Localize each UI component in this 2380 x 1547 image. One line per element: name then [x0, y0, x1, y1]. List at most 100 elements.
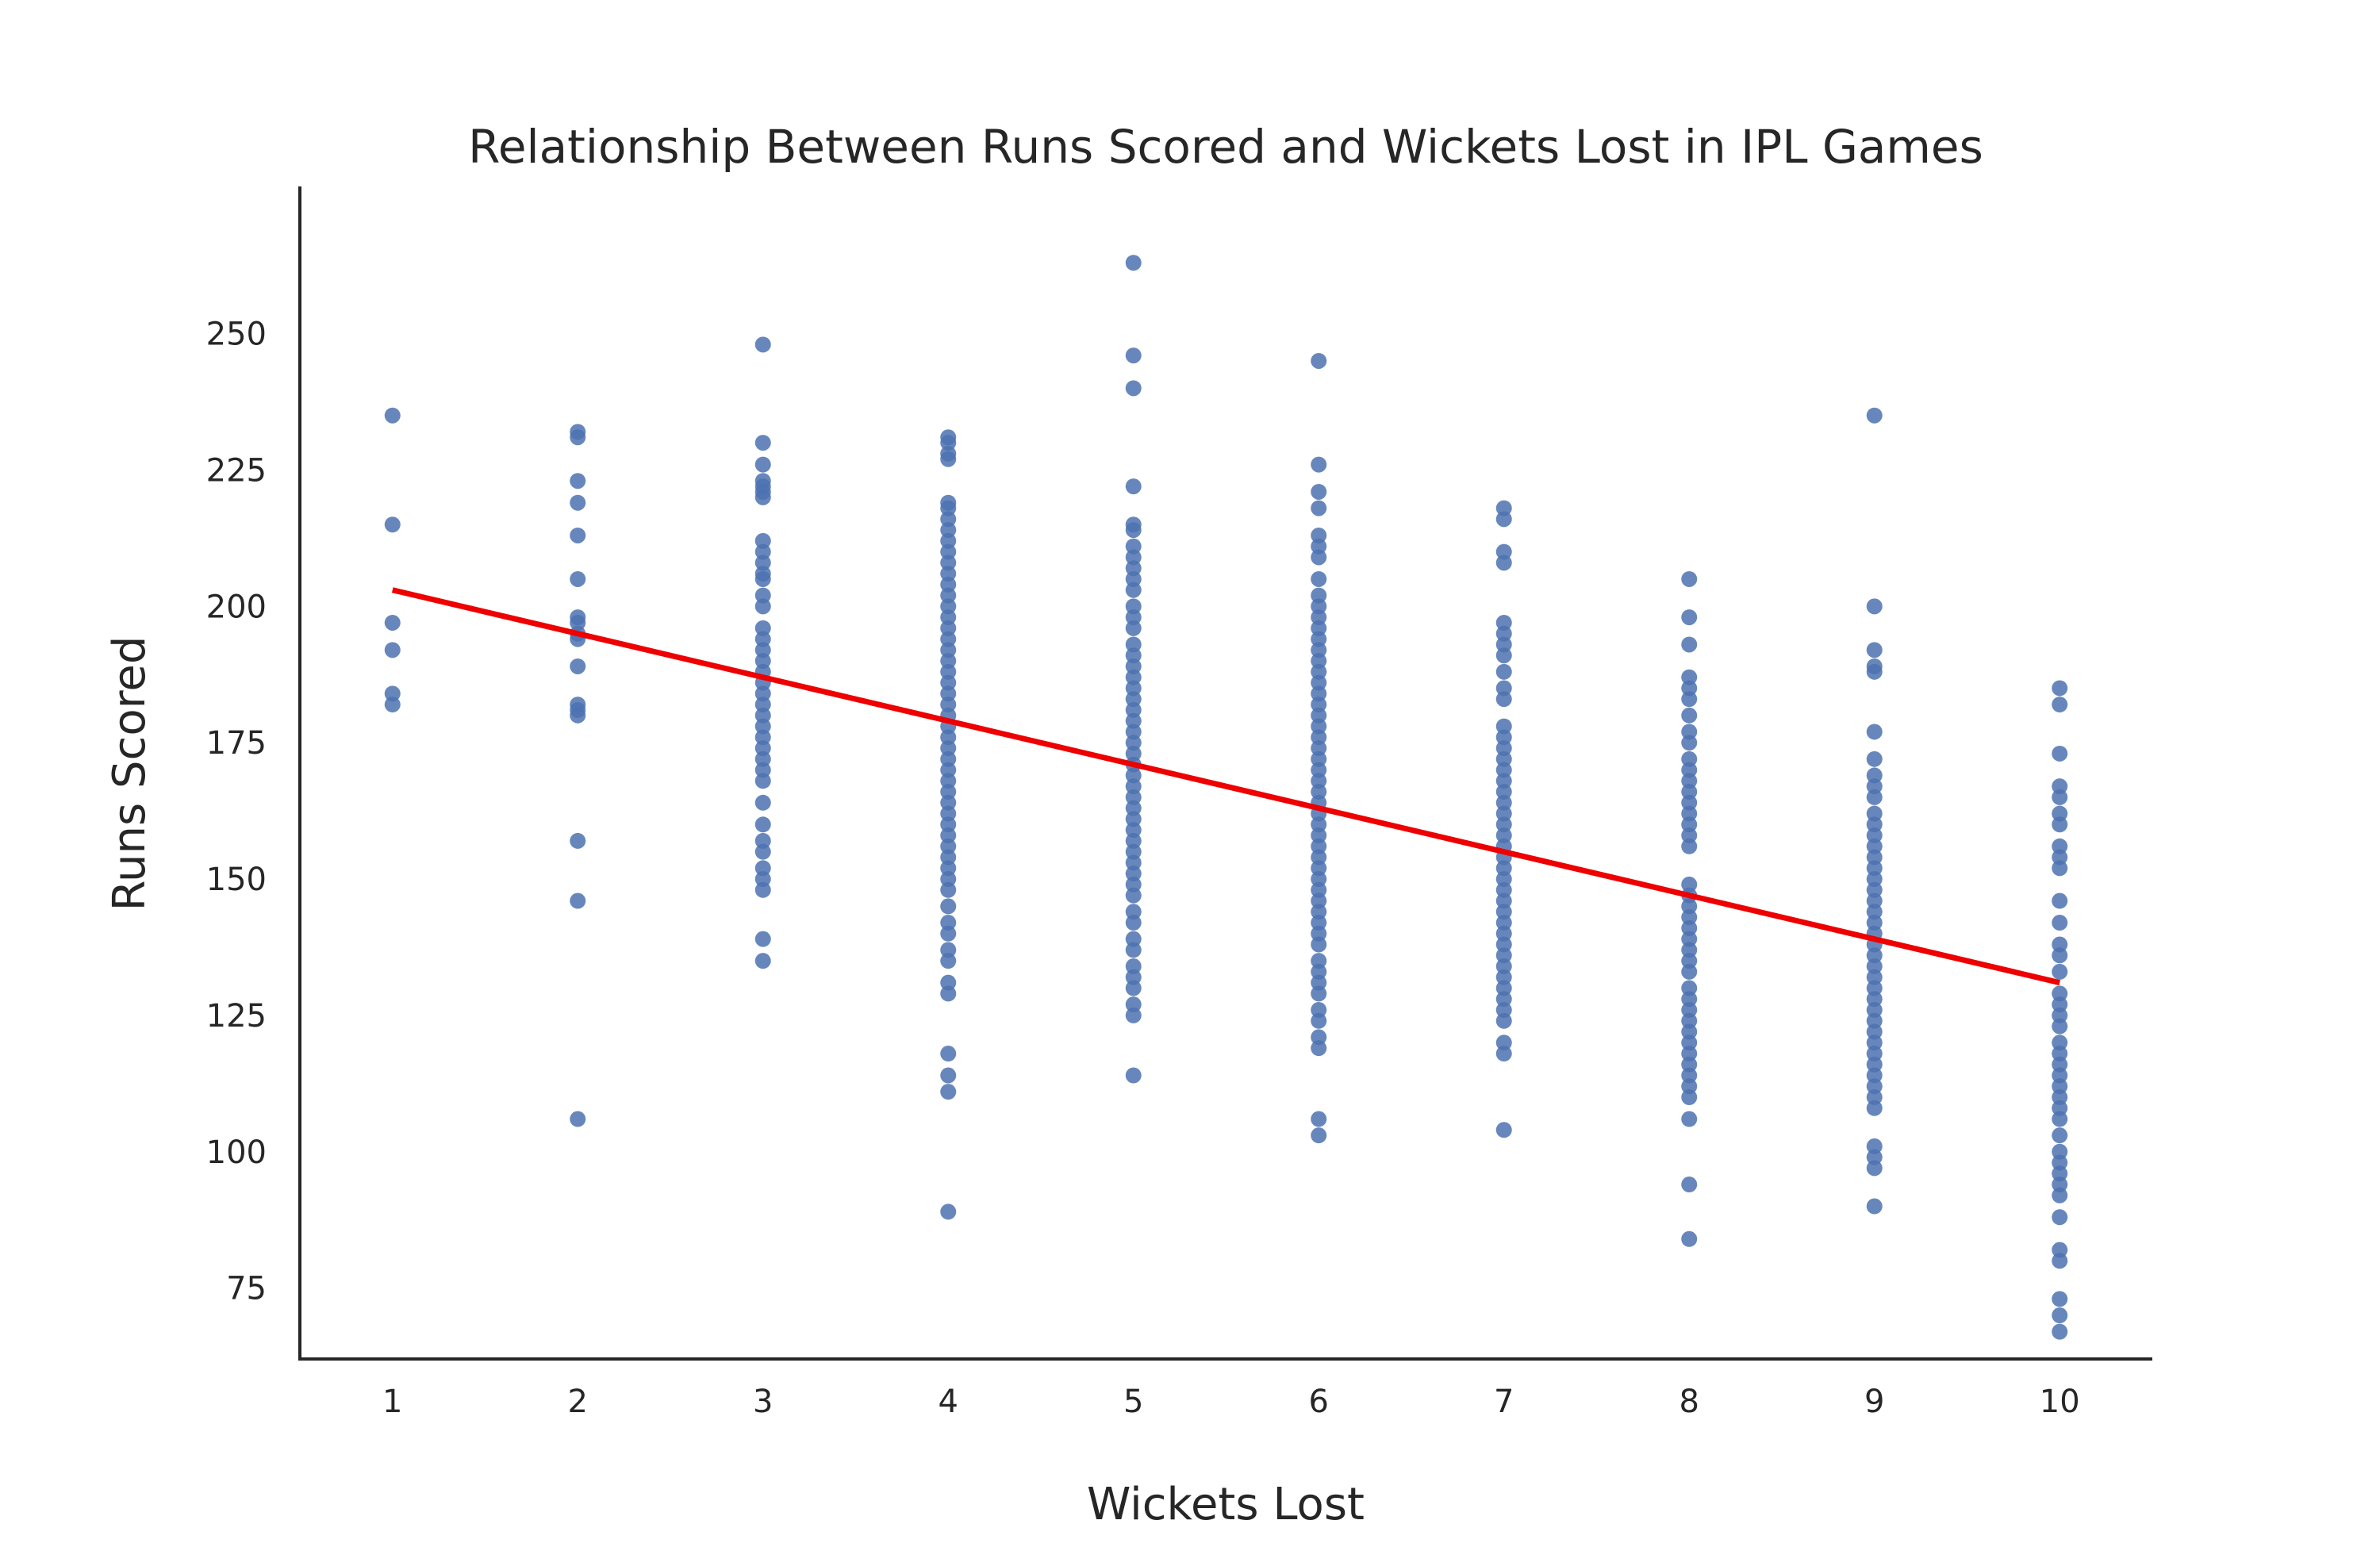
data-point	[2052, 838, 2068, 854]
data-point	[1311, 953, 1327, 969]
data-point	[1311, 963, 1327, 980]
data-point	[754, 642, 771, 658]
data-point	[1866, 663, 1883, 680]
data-point	[1866, 816, 1883, 833]
data-point	[940, 762, 957, 778]
data-point	[1311, 1012, 1327, 1029]
data-point	[1125, 255, 1142, 271]
data-point	[1311, 707, 1327, 724]
data-point	[1681, 636, 1698, 653]
data-point	[1311, 838, 1327, 854]
data-point	[384, 685, 401, 702]
data-point	[754, 718, 771, 735]
data-point	[754, 816, 771, 833]
data-point	[570, 570, 586, 587]
data-point	[1495, 555, 1512, 571]
data-point	[2052, 947, 2068, 964]
data-point	[1125, 958, 1142, 975]
data-point	[570, 1111, 586, 1127]
data-point	[2052, 1046, 2068, 1062]
data-point	[1495, 729, 1512, 746]
data-point	[1495, 892, 1512, 909]
data-point	[2052, 985, 2068, 1002]
data-point	[1125, 609, 1142, 626]
data-point	[384, 407, 401, 424]
data-point	[1125, 778, 1142, 795]
data-point	[1866, 724, 1883, 740]
data-point	[1495, 1035, 1512, 1051]
data-point	[384, 614, 401, 631]
data-point	[1866, 871, 1883, 888]
data-point	[1125, 767, 1142, 784]
data-point	[1681, 931, 1698, 947]
x-tick-labels: 1 2 3 4 5 6 7 8 9 10	[382, 1384, 2080, 1420]
data-point	[1495, 614, 1512, 631]
data-point	[1495, 663, 1512, 680]
x-tick-label: 10	[2040, 1384, 2080, 1420]
data-point	[1866, 1100, 1883, 1116]
data-point	[1495, 991, 1512, 1008]
data-point	[1125, 522, 1142, 539]
data-point	[940, 674, 957, 691]
data-point	[1495, 958, 1512, 975]
data-point	[1311, 816, 1327, 833]
data-point	[2052, 816, 2068, 833]
data-point	[1866, 947, 1883, 964]
data-point	[940, 915, 957, 931]
data-point	[1125, 582, 1142, 598]
data-point	[754, 843, 771, 860]
x-axis-title: Wickets Lost	[1087, 1479, 1365, 1530]
data-point	[1125, 691, 1142, 708]
data-point	[940, 794, 957, 811]
data-point	[1866, 1067, 1883, 1084]
data-point	[1681, 1012, 1698, 1029]
data-point	[1495, 816, 1512, 833]
data-point	[1681, 1056, 1698, 1073]
data-point	[1311, 1040, 1327, 1057]
data-point	[1125, 745, 1142, 762]
data-point	[940, 697, 957, 713]
data-point	[1681, 980, 1698, 996]
data-point	[570, 892, 586, 909]
data-point	[2052, 892, 2068, 909]
data-point	[940, 881, 957, 898]
data-point	[1495, 740, 1512, 757]
data-point	[1495, 750, 1512, 767]
data-point	[1125, 931, 1142, 947]
data-point	[1495, 784, 1512, 800]
data-point	[2052, 1127, 2068, 1144]
data-point	[940, 729, 957, 746]
data-point	[1311, 456, 1327, 473]
data-point	[1125, 1007, 1142, 1023]
data-point	[2052, 1143, 2068, 1160]
data-point	[754, 489, 771, 505]
data-point	[1125, 843, 1142, 860]
data-point	[1125, 538, 1142, 555]
data-point	[1311, 881, 1327, 898]
data-point	[1311, 663, 1327, 680]
data-point	[1681, 773, 1698, 789]
data-point	[1681, 1023, 1698, 1040]
data-point	[754, 881, 771, 898]
data-point	[1311, 773, 1327, 789]
data-point	[1866, 750, 1883, 767]
data-point	[1866, 1046, 1883, 1062]
data-point	[1311, 750, 1327, 767]
data-point	[754, 750, 771, 767]
y-tick-label: 200	[206, 589, 267, 625]
data-point	[940, 849, 957, 866]
data-point	[1311, 642, 1327, 658]
data-point	[1311, 915, 1327, 931]
data-point	[1866, 789, 1883, 805]
data-point	[754, 620, 771, 636]
data-point	[1311, 849, 1327, 866]
data-point	[1866, 958, 1883, 975]
data-point	[1495, 1002, 1512, 1019]
data-point	[1125, 701, 1142, 718]
data-point	[1866, 969, 1883, 985]
data-point	[1866, 915, 1883, 931]
data-point	[1125, 380, 1142, 397]
data-point	[940, 827, 957, 844]
data-point	[940, 653, 957, 670]
